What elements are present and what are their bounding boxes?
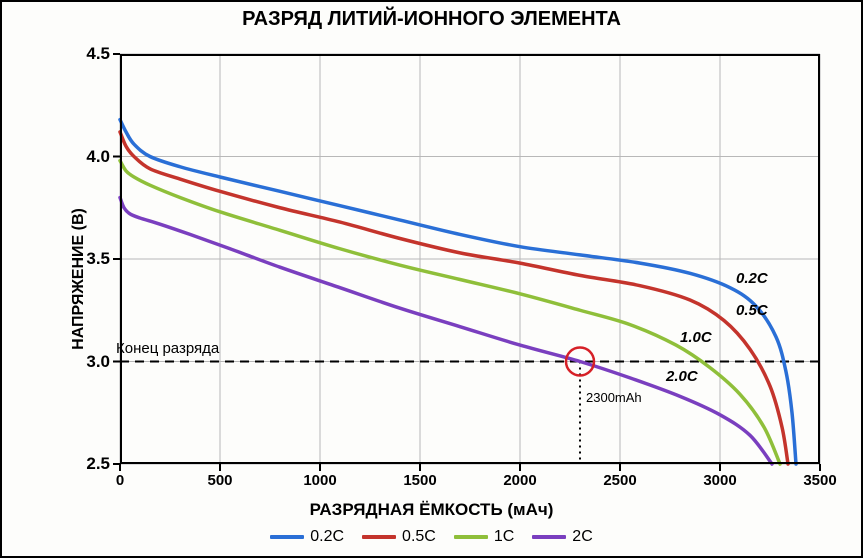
plot-svg [120,54,820,464]
legend-swatch [532,535,566,539]
legend-item: 0.5C [362,528,436,546]
legend-label: 0.5C [402,528,436,546]
legend-item: 1C [454,528,514,546]
x-tick-label: 2500 [603,464,636,489]
y-axis-label: НАПРЯЖЕНИЕ (В) [70,208,88,350]
series-inline-label: 0.5C [736,302,768,319]
legend: 0.2C 0.5C 1C 2C [2,528,861,546]
y-tick-label: 4.5 [86,44,120,64]
legend-swatch [454,535,488,539]
legend-swatch [270,535,304,539]
y-tick-label: 3.5 [86,249,120,269]
marker-label: 2300mAh [586,390,642,405]
chart-frame: РАЗРЯД ЛИТИЙ-ИОННОГО ЭЛЕМЕНТА НАПРЯЖЕНИЕ… [0,0,863,558]
legend-label: 2C [572,528,592,546]
x-tick-label: 1000 [303,464,336,489]
x-tick-label: 0 [116,464,124,489]
cutoff-label: Конец разряда [116,340,219,357]
legend-item: 2C [532,528,592,546]
y-tick-label: 4.0 [86,147,120,167]
series-inline-label: 2.0C [666,368,698,385]
legend-label: 0.2C [310,528,344,546]
legend-item: 0.2C [270,528,344,546]
series-inline-label: 1.0C [680,329,712,346]
x-tick-label: 3500 [803,464,836,489]
x-tick-label: 3000 [703,464,736,489]
legend-label: 1C [494,528,514,546]
legend-swatch [362,535,396,539]
series-inline-label: 0.2C [736,270,768,287]
plot-area: 2.53.03.54.04.50500100015002000250030003… [120,54,820,464]
x-tick-label: 1500 [403,464,436,489]
chart-title: РАЗРЯД ЛИТИЙ-ИОННОГО ЭЛЕМЕНТА [2,8,861,31]
x-tick-label: 500 [207,464,232,489]
x-axis-label: РАЗРЯДНАЯ ЁМКОСТЬ (мАч) [2,500,861,520]
x-tick-label: 2000 [503,464,536,489]
y-tick-label: 3.0 [86,352,120,372]
